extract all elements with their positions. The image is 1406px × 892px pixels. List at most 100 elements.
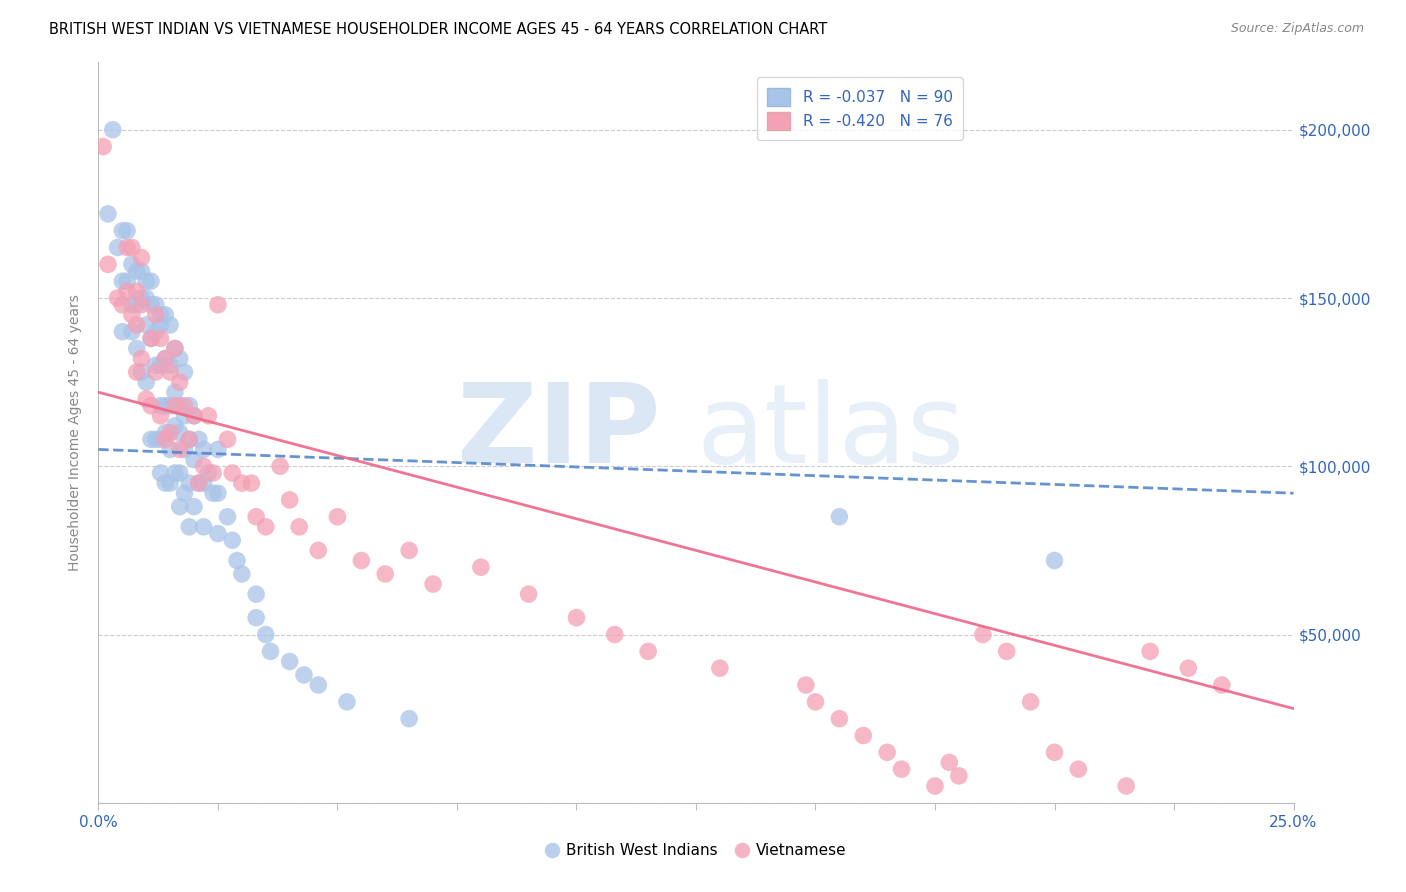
Point bbox=[183, 409, 205, 423]
Point bbox=[1043, 745, 1066, 759]
Point bbox=[240, 476, 263, 491]
Point bbox=[804, 695, 827, 709]
Point bbox=[149, 466, 172, 480]
Point bbox=[269, 459, 291, 474]
Point bbox=[139, 433, 162, 447]
Point bbox=[111, 274, 134, 288]
Point bbox=[159, 359, 181, 373]
Point bbox=[159, 318, 181, 332]
Point bbox=[145, 433, 167, 447]
Point bbox=[131, 264, 153, 278]
Point bbox=[159, 442, 181, 457]
Point bbox=[221, 466, 243, 480]
Point bbox=[139, 298, 162, 312]
Point bbox=[179, 399, 201, 413]
Point bbox=[149, 359, 172, 373]
Point bbox=[852, 729, 875, 743]
Point bbox=[115, 285, 138, 299]
Point bbox=[995, 644, 1018, 658]
Point bbox=[159, 399, 181, 413]
Point bbox=[278, 655, 301, 669]
Point bbox=[183, 500, 205, 514]
Point bbox=[207, 442, 229, 457]
Point bbox=[149, 433, 172, 447]
Point bbox=[131, 291, 153, 305]
Point bbox=[155, 425, 177, 440]
Point bbox=[169, 442, 191, 457]
Point bbox=[1177, 661, 1199, 675]
Point bbox=[121, 298, 143, 312]
Point bbox=[139, 331, 162, 345]
Point bbox=[149, 308, 172, 322]
Point bbox=[326, 509, 349, 524]
Point bbox=[159, 476, 181, 491]
Point bbox=[125, 264, 148, 278]
Point bbox=[173, 365, 195, 379]
Point bbox=[217, 433, 239, 447]
Point bbox=[183, 452, 205, 467]
Point bbox=[91, 139, 114, 153]
Point bbox=[125, 298, 148, 312]
Point bbox=[163, 385, 186, 400]
Point bbox=[111, 224, 134, 238]
Point bbox=[131, 365, 153, 379]
Point bbox=[1211, 678, 1233, 692]
Point bbox=[135, 318, 157, 332]
Point bbox=[135, 291, 157, 305]
Point bbox=[159, 365, 181, 379]
Point bbox=[207, 486, 229, 500]
Point bbox=[876, 745, 898, 759]
Point bbox=[307, 543, 329, 558]
Point bbox=[890, 762, 912, 776]
Point bbox=[131, 298, 153, 312]
Point bbox=[115, 240, 138, 255]
Point bbox=[101, 122, 124, 136]
Point bbox=[173, 409, 195, 423]
Point bbox=[149, 409, 172, 423]
Point bbox=[107, 240, 129, 255]
Point bbox=[938, 756, 960, 770]
Point bbox=[107, 291, 129, 305]
Point bbox=[163, 466, 186, 480]
Point bbox=[169, 425, 191, 440]
Point bbox=[193, 459, 215, 474]
Point bbox=[398, 712, 420, 726]
Point bbox=[145, 308, 167, 322]
Point bbox=[193, 520, 215, 534]
Point bbox=[125, 342, 148, 356]
Point bbox=[155, 351, 177, 366]
Point bbox=[163, 342, 186, 356]
Point bbox=[245, 610, 267, 624]
Point bbox=[207, 526, 229, 541]
Point bbox=[202, 466, 225, 480]
Point bbox=[145, 298, 167, 312]
Point bbox=[336, 695, 359, 709]
Point bbox=[155, 308, 177, 322]
Point bbox=[169, 375, 191, 389]
Point bbox=[1043, 553, 1066, 567]
Point bbox=[131, 351, 153, 366]
Point bbox=[125, 318, 148, 332]
Point bbox=[173, 442, 195, 457]
Point bbox=[155, 399, 177, 413]
Point bbox=[187, 433, 209, 447]
Point bbox=[169, 466, 191, 480]
Point bbox=[307, 678, 329, 692]
Point bbox=[292, 668, 315, 682]
Point bbox=[163, 418, 186, 433]
Point bbox=[709, 661, 731, 675]
Point bbox=[565, 610, 588, 624]
Point bbox=[207, 298, 229, 312]
Point bbox=[226, 553, 249, 567]
Point bbox=[121, 308, 143, 322]
Point bbox=[288, 520, 311, 534]
Point bbox=[398, 543, 420, 558]
Text: Source: ZipAtlas.com: Source: ZipAtlas.com bbox=[1230, 22, 1364, 36]
Point bbox=[231, 476, 253, 491]
Point bbox=[254, 520, 277, 534]
Point bbox=[828, 712, 851, 726]
Point bbox=[155, 351, 177, 366]
Point bbox=[972, 627, 994, 641]
Point bbox=[217, 509, 239, 524]
Point bbox=[245, 509, 267, 524]
